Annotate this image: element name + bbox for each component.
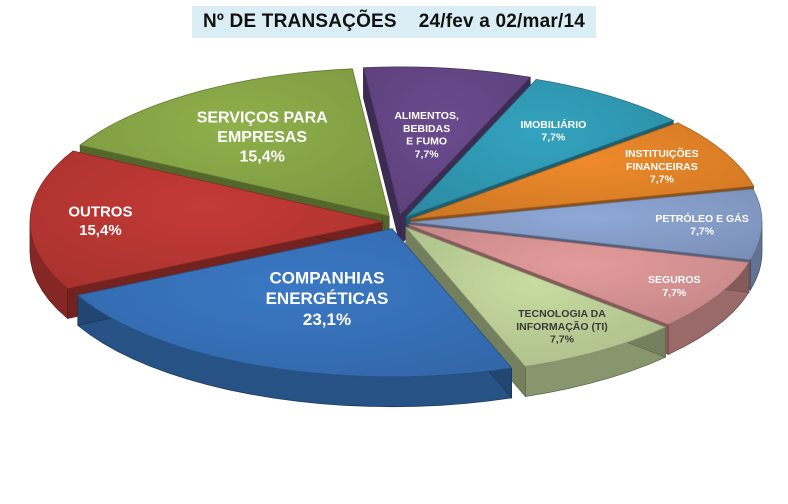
chart-title: Nº DE TRANSAÇÕES 24/fev a 02/mar/14	[202, 11, 585, 32]
slice-value-label: 7,7%	[662, 287, 687, 299]
slice-value-label: 7,7%	[690, 226, 715, 238]
slice	[409, 188, 763, 261]
slice-value-label: 23,1%	[303, 310, 351, 329]
slice-label: PETRÓLEO E GÁS 7,7%	[655, 212, 748, 238]
slice-value-label: 7,7%	[541, 132, 566, 144]
slice-label: OUTROS 15,4%	[68, 204, 132, 239]
slice	[408, 224, 750, 325]
slice-label: SEGUROS 7,7%	[648, 274, 701, 299]
slice-label: ALIMENTOS, BEBIDAS E FUMO 7,7%	[394, 110, 459, 160]
pie-labels: ALIMENTOS, BEBIDAS E FUMO 7,7% IMOBILIÁRIO 7,…	[68, 110, 748, 346]
slice-label: INSTITUIÇÕES FINANCEIRAS 7,7%	[625, 147, 699, 186]
slice-label: IMOBILIÁRIO 7,7%	[520, 118, 586, 144]
pie-tops	[29, 66, 763, 378]
slice	[410, 122, 755, 220]
slice-value-label: 15,4%	[240, 149, 285, 166]
slice	[76, 228, 513, 378]
slice	[29, 150, 383, 289]
slice-value-label: 7,7%	[415, 149, 440, 161]
slice	[405, 78, 675, 218]
slice-label: SERVIÇOS PARA EMPRESAS 15,4%	[197, 110, 328, 166]
slice-label: COMPANHIAS ENERGÉTICAS 23,1%	[266, 268, 389, 329]
slice-value-label: 15,4%	[79, 222, 122, 239]
slice	[362, 66, 532, 216]
slice-value-label: 7,7%	[550, 334, 575, 346]
chart-title-box: Nº DE TRANSAÇÕES 24/fev a 02/mar/14	[192, 6, 596, 38]
slice-label: TECNOLOGIA DA INFORMAÇÃO (TI) 7,7%	[516, 308, 608, 346]
slice-value-label: 7,7%	[650, 174, 675, 186]
slice	[79, 68, 390, 217]
slice	[405, 226, 667, 367]
